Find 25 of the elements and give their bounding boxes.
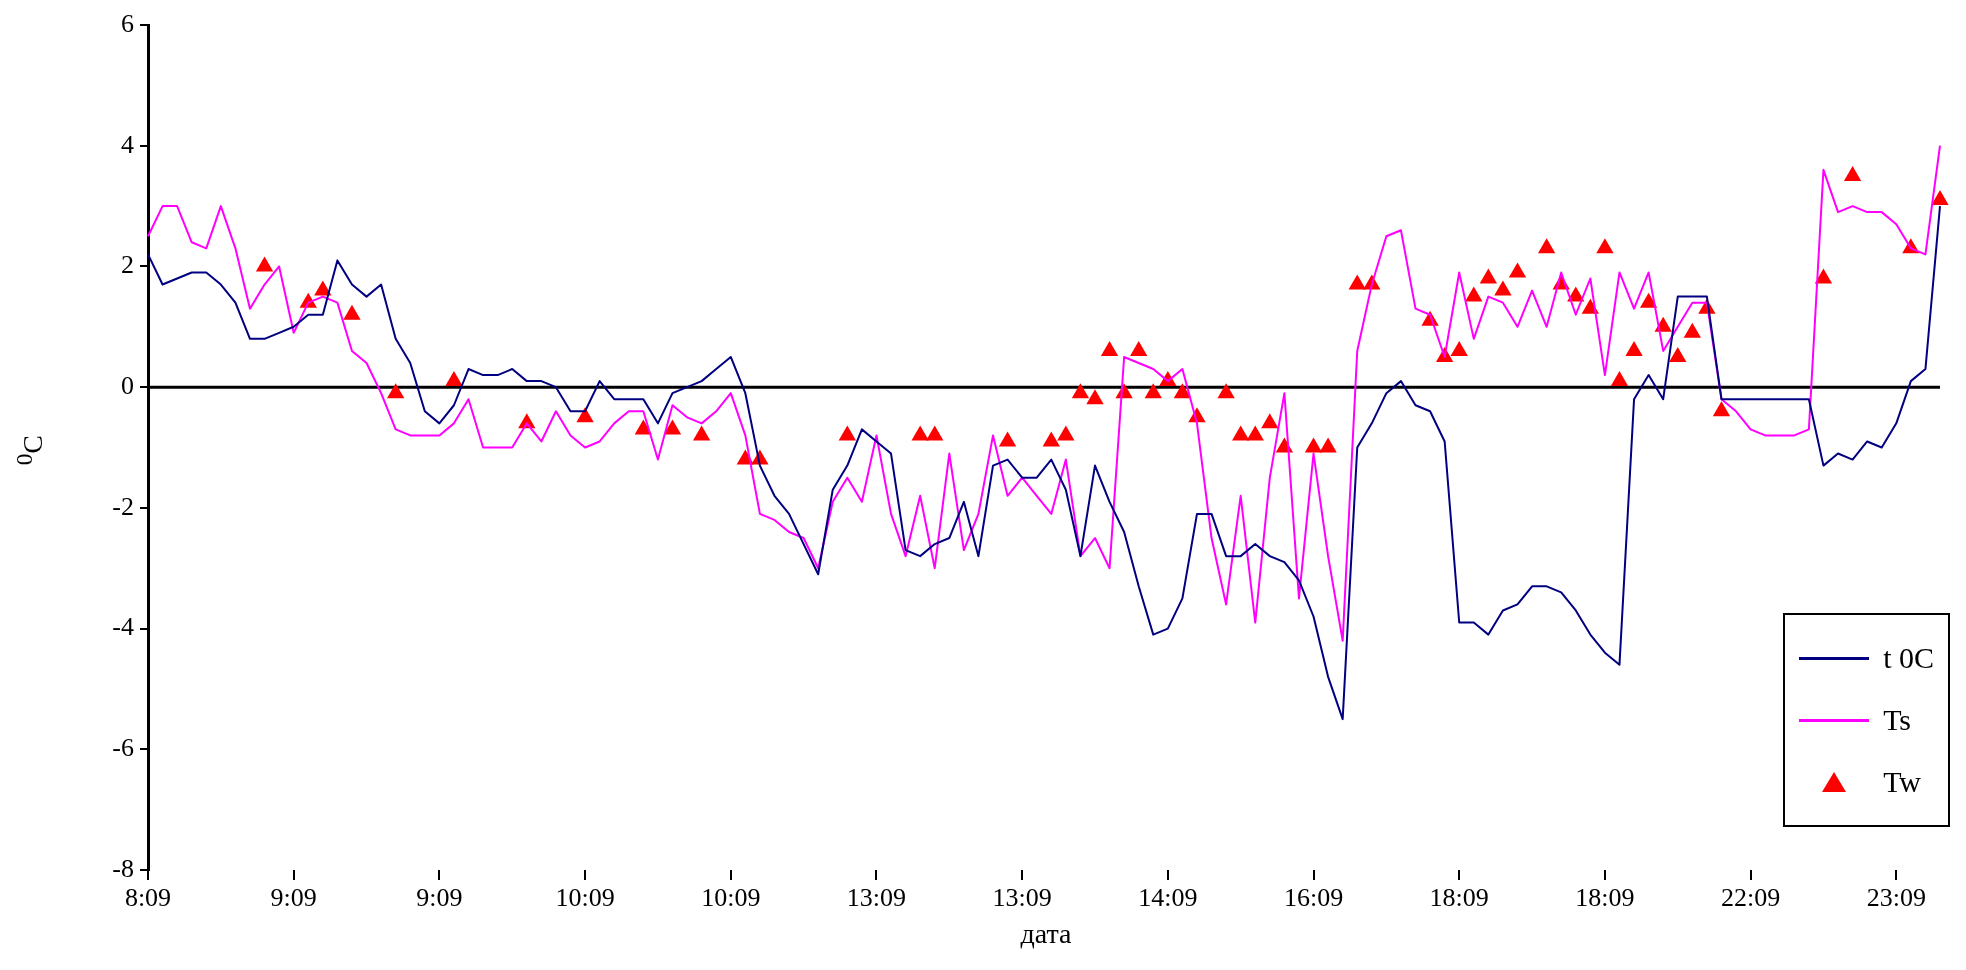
legend-label: Tw [1883,765,1922,799]
legend-label: Ts [1883,703,1912,737]
y-tick-label: 4 [121,129,134,159]
x-axis-title: дата [1019,918,1073,950]
x-tick-label: 9:09 [270,883,317,913]
x-tick-label: 16:09 [1283,883,1344,913]
y-tick-label: 6 [121,8,134,38]
y-tick-label: -8 [112,853,134,883]
x-tick-label: 14:09 [1138,883,1198,913]
x-tick-label: 10:09 [555,883,615,913]
x-tick-label: 22:09 [1720,883,1781,913]
x-tick-label: 18:09 [1429,883,1489,913]
x-tick-label: 10:09 [701,883,761,913]
x-tick-label: 18:09 [1575,883,1635,913]
y-tick-label: 2 [121,250,134,280]
x-tick-label: 8:09 [124,883,172,913]
x-tick-label: 13:09 [846,883,907,913]
y-tick-label: -6 [112,733,134,763]
y-tick-label: -4 [112,612,134,642]
legend-label: t 0C [1883,641,1934,675]
x-tick-label: 9:09 [416,883,463,913]
x-tick-label: 13:09 [992,883,1052,913]
y-tick-label: 0 [121,370,134,400]
y-tick-label: -2 [112,491,134,521]
x-tick-label: 23:09 [1866,883,1926,913]
